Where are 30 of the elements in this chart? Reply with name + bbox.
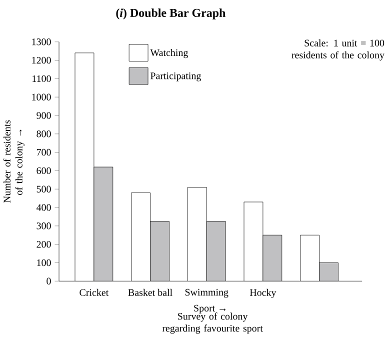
- y-tick-label: 1000: [32, 94, 51, 100]
- x-tick-label: Cricket: [80, 288, 109, 296]
- y-tick-label: 700: [36, 148, 51, 156]
- x-tick-label: Basket ball: [128, 288, 172, 296]
- y-tick-label: 600: [36, 167, 51, 174]
- y-tick-label: 1300: [32, 38, 51, 46]
- bar: [206, 221, 226, 282]
- y-tick-label: 200: [36, 240, 51, 248]
- legend-label: Participating: [150, 72, 201, 82]
- y-tick-label: 1200: [32, 56, 51, 64]
- x-axis-title: Sport →: [194, 304, 226, 314]
- bar: [319, 262, 338, 282]
- y-tick-label: 500: [36, 186, 51, 192]
- y-tick-label: 0: [46, 278, 51, 285]
- y-tick-label: 400: [36, 204, 51, 211]
- bar: [94, 167, 113, 282]
- y-axis-title: Number of residents of the colony →: [3, 120, 24, 203]
- y-tick-label: 100: [37, 259, 51, 266]
- x-tick-label: Swimming: [185, 288, 228, 298]
- bar: [150, 221, 170, 282]
- y-tick-label: 1100: [32, 75, 51, 82]
- y-tick-label: 300: [36, 222, 51, 230]
- x-tick-label: Hocky: [250, 288, 276, 298]
- bar: [262, 235, 282, 282]
- legend-label: Watching: [150, 49, 188, 58]
- annotation: Scale: 1 unit = 100 residents of the colony: [292, 39, 384, 60]
- text: Survey of colony regarding favourite sport: [162, 312, 263, 334]
- y-tick-label: 900: [36, 112, 51, 119]
- y-tick-label: 800: [36, 130, 51, 138]
- chart-title: (i) Double Bar Graph: [116, 8, 226, 20]
